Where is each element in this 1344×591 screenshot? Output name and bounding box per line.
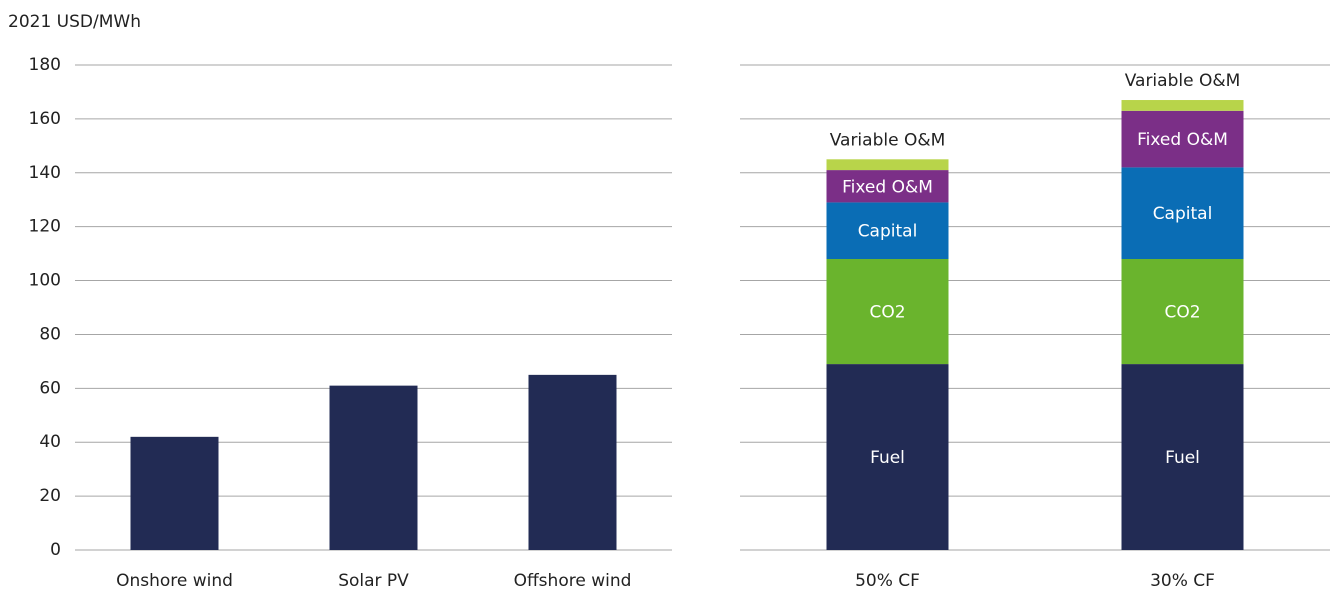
y-tick-label: 0 — [50, 540, 61, 560]
bar — [329, 385, 418, 550]
segment-label: CO2 — [869, 303, 905, 323]
y-tick-label: 20 — [39, 486, 61, 506]
y-tick-label: 160 — [29, 109, 61, 129]
segment-label: Fuel — [870, 448, 905, 468]
x-tick-label: Offshore wind — [514, 571, 632, 591]
bar-segment — [1121, 259, 1244, 365]
bar — [130, 436, 219, 550]
bar-segment — [826, 259, 949, 365]
y-tick-label: 80 — [39, 324, 61, 344]
bar-segment — [1121, 364, 1244, 550]
bar-segment — [1121, 110, 1244, 168]
y-tick-label: 40 — [39, 432, 61, 452]
segment-label: Fixed O&M — [1137, 130, 1228, 150]
x-tick-label: 50% CF — [855, 571, 920, 591]
bar-segment — [826, 364, 949, 550]
y-tick-label: 180 — [29, 55, 61, 75]
segment-label: Variable O&M — [830, 130, 946, 150]
y-tick-label: 140 — [29, 163, 61, 183]
y-tick-label: 120 — [29, 217, 61, 237]
x-tick-label: Onshore wind — [116, 571, 233, 591]
segment-label: Capital — [1153, 204, 1213, 224]
y-tick-label: 60 — [39, 378, 61, 398]
y-axis-title: 2021 USD/MWh — [8, 12, 141, 32]
y-tick-label: 100 — [29, 271, 61, 291]
segment-label: Variable O&M — [1125, 71, 1241, 91]
bar-segment — [826, 170, 949, 203]
bar-segment — [1121, 100, 1244, 111]
x-tick-label: Solar PV — [338, 571, 409, 591]
segment-label: CO2 — [1164, 303, 1200, 323]
segment-label: Capital — [858, 222, 918, 242]
bar-segment — [826, 202, 949, 259]
segment-label: Fixed O&M — [842, 177, 933, 197]
bar — [528, 374, 617, 550]
x-tick-label: 30% CF — [1150, 571, 1215, 591]
bar-segment — [1121, 167, 1244, 259]
segment-label: Fuel — [1165, 448, 1200, 468]
bar-segment — [826, 159, 949, 171]
